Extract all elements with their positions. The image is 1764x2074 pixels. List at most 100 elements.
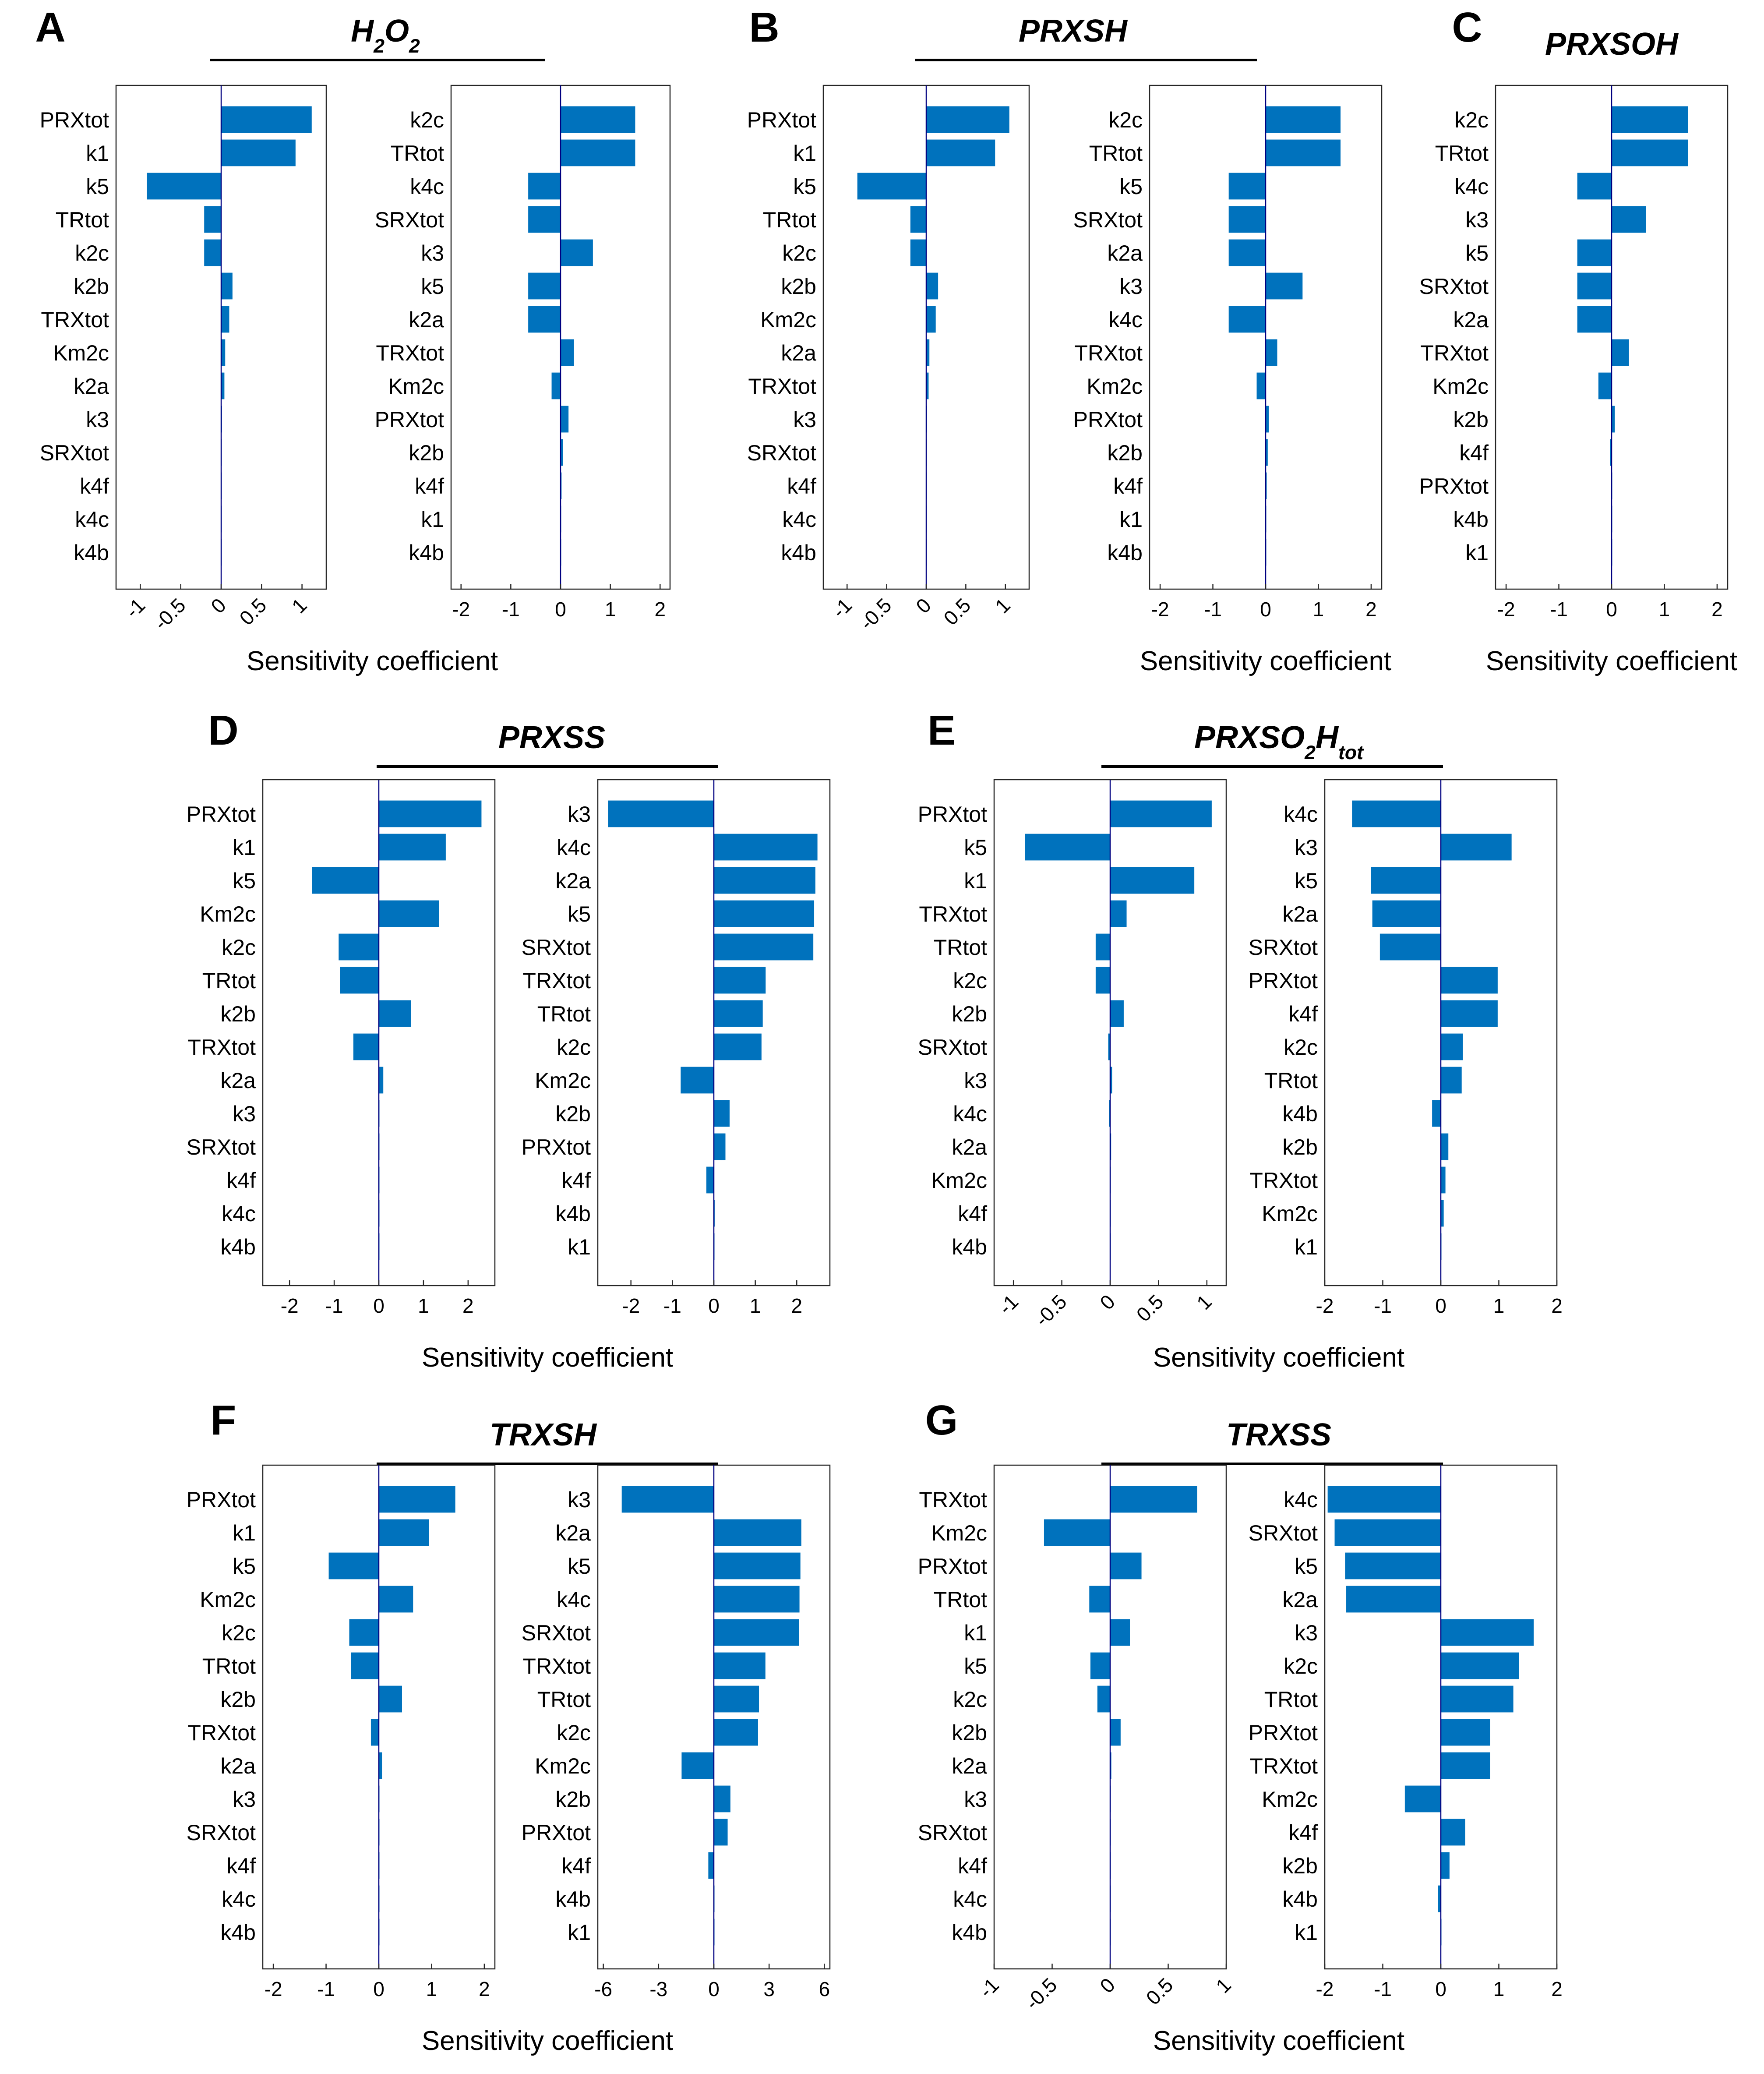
bar[interactable] <box>379 1067 384 1094</box>
bar[interactable] <box>528 173 561 200</box>
bar[interactable] <box>1404 1785 1441 1813</box>
bar[interactable] <box>910 206 926 233</box>
bar[interactable] <box>1441 1852 1450 1879</box>
bar[interactable] <box>714 1619 799 1646</box>
bar[interactable] <box>1266 406 1269 433</box>
bar[interactable] <box>926 339 930 366</box>
bar[interactable] <box>1371 867 1441 894</box>
bar[interactable] <box>528 272 561 300</box>
bar[interactable] <box>379 1486 455 1513</box>
bar[interactable] <box>926 372 929 399</box>
bar[interactable] <box>1612 139 1688 166</box>
bar[interactable] <box>379 834 446 861</box>
bar[interactable] <box>561 406 569 433</box>
bar[interactable] <box>1379 933 1441 961</box>
bar[interactable] <box>1441 1033 1463 1060</box>
bar[interactable] <box>1228 206 1266 233</box>
bar[interactable] <box>379 800 482 827</box>
bar[interactable] <box>561 239 593 266</box>
bar[interactable] <box>706 1166 714 1194</box>
bar[interactable] <box>1612 106 1688 133</box>
bar[interactable] <box>1095 967 1110 994</box>
bar[interactable] <box>1110 867 1195 894</box>
bar[interactable] <box>1110 1619 1130 1646</box>
bar[interactable] <box>561 139 635 166</box>
bar[interactable] <box>147 173 221 200</box>
bar[interactable] <box>1438 1885 1441 1912</box>
bar[interactable] <box>1441 1752 1490 1779</box>
bar[interactable] <box>221 272 233 300</box>
bar[interactable] <box>714 1133 726 1160</box>
bar[interactable] <box>370 1719 379 1746</box>
bar[interactable] <box>1097 1685 1110 1713</box>
bar[interactable] <box>1441 967 1498 994</box>
bar[interactable] <box>926 106 1009 133</box>
bar[interactable] <box>714 967 766 994</box>
bar[interactable] <box>714 1519 801 1546</box>
bar[interactable] <box>1228 173 1266 200</box>
bar[interactable] <box>1577 272 1612 300</box>
bar[interactable] <box>1334 1519 1441 1546</box>
bar[interactable] <box>339 933 379 961</box>
bar[interactable] <box>1441 1619 1534 1646</box>
bar[interactable] <box>340 967 379 994</box>
bar[interactable] <box>1110 800 1212 827</box>
bar[interactable] <box>1577 173 1612 200</box>
bar[interactable] <box>1346 1586 1441 1613</box>
bar[interactable] <box>1089 1586 1110 1613</box>
bar[interactable] <box>1256 372 1266 399</box>
bar[interactable] <box>714 900 815 927</box>
bar[interactable] <box>1228 306 1266 333</box>
bar[interactable] <box>714 933 814 961</box>
bar[interactable] <box>379 1519 429 1546</box>
bar[interactable] <box>221 306 229 333</box>
bar[interactable] <box>1266 139 1341 166</box>
bar[interactable] <box>204 206 221 233</box>
bar[interactable] <box>857 173 926 200</box>
bar[interactable] <box>926 139 995 166</box>
bar[interactable] <box>714 1652 766 1679</box>
bar[interactable] <box>1327 1486 1441 1513</box>
bar[interactable] <box>528 306 561 333</box>
bar[interactable] <box>204 239 221 266</box>
bar[interactable] <box>714 834 818 861</box>
bar[interactable] <box>608 800 714 827</box>
bar[interactable] <box>926 272 938 300</box>
bar[interactable] <box>221 372 225 399</box>
bar[interactable] <box>1612 339 1629 366</box>
bar[interactable] <box>1266 439 1268 466</box>
bar[interactable] <box>379 1586 413 1613</box>
bar[interactable] <box>1577 239 1612 266</box>
bar[interactable] <box>1441 1685 1514 1713</box>
bar[interactable] <box>1441 1200 1444 1227</box>
bar[interactable] <box>379 1752 382 1779</box>
bar[interactable] <box>1441 1166 1446 1194</box>
bar[interactable] <box>681 1067 714 1094</box>
bar[interactable] <box>1441 1133 1449 1160</box>
bar[interactable] <box>1441 1719 1490 1746</box>
bar[interactable] <box>1110 1752 1111 1779</box>
bar[interactable] <box>221 339 226 366</box>
bar[interactable] <box>714 1100 730 1127</box>
bar[interactable] <box>714 1785 730 1813</box>
bar[interactable] <box>1110 1552 1142 1579</box>
bar[interactable] <box>561 339 574 366</box>
bar[interactable] <box>1095 933 1110 961</box>
bar[interactable] <box>714 1685 759 1713</box>
bar[interactable] <box>1345 1552 1441 1579</box>
bar[interactable] <box>714 1000 763 1027</box>
bar[interactable] <box>1110 1000 1124 1027</box>
bar[interactable] <box>1266 339 1277 366</box>
bar[interactable] <box>379 1685 402 1713</box>
bar[interactable] <box>1441 834 1512 861</box>
bar[interactable] <box>379 1000 411 1027</box>
bar[interactable] <box>561 106 635 133</box>
bar[interactable] <box>1110 900 1127 927</box>
bar[interactable] <box>1110 1486 1197 1513</box>
bar[interactable] <box>714 1586 800 1613</box>
bar[interactable] <box>1577 306 1612 333</box>
bar[interactable] <box>353 1033 379 1060</box>
bar[interactable] <box>1266 272 1303 300</box>
bar[interactable] <box>351 1652 379 1679</box>
bar[interactable] <box>926 306 936 333</box>
